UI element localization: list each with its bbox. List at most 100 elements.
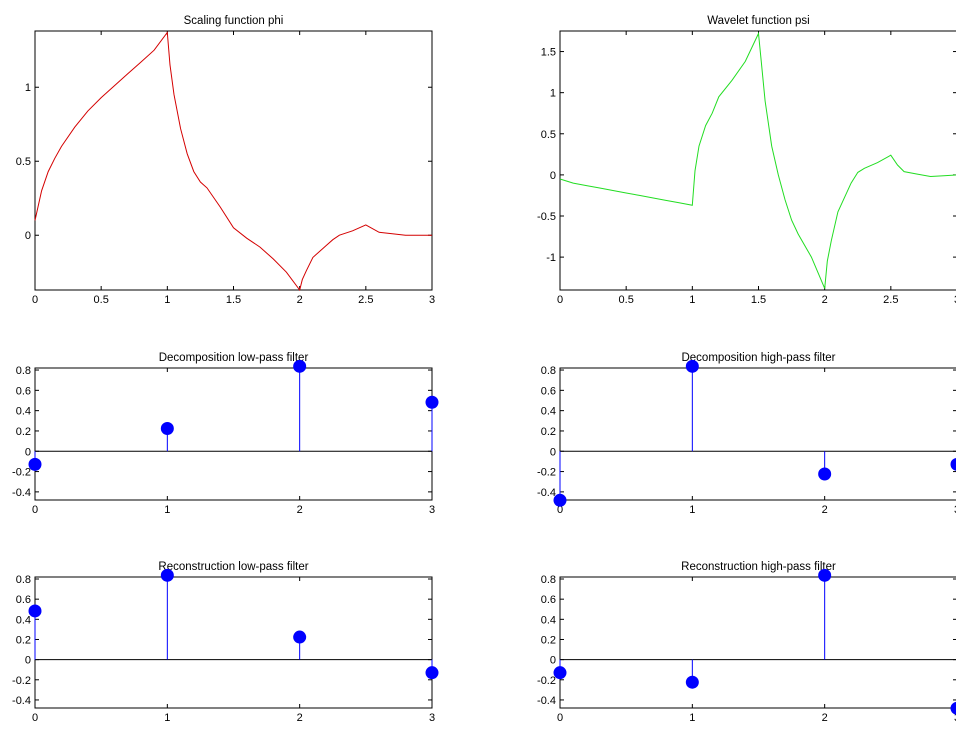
x-tick-label: 0.5 — [619, 294, 634, 306]
x-tick-label: 3 — [429, 712, 435, 724]
stem-marker — [818, 467, 832, 481]
y-tick-label: 0 — [550, 446, 556, 458]
x-tick-label: 1 — [164, 504, 170, 516]
stem-marker — [425, 395, 439, 409]
stem-marker — [293, 359, 307, 373]
x-tick-label: 3 — [954, 712, 956, 724]
subplot-title: Decomposition low-pass filter — [159, 352, 309, 364]
y-tick-label: 0.8 — [16, 574, 31, 586]
y-tick-label: 0.6 — [541, 594, 556, 606]
subplot-psi: Wavelet function psi 0 0.5 1 1.5 2 2.5 3 -1 -0.5 0… — [537, 15, 956, 306]
y-tick-label: 0 — [25, 230, 31, 242]
x-tick-label: 0 — [557, 294, 563, 306]
x-tick-label: 2 — [297, 294, 303, 306]
stem-marker — [685, 359, 699, 373]
y-tick-label: -0.4 — [12, 695, 31, 707]
y-tick-label: 0.8 — [541, 574, 556, 586]
x-tick-label: 0 — [32, 712, 38, 724]
axes-frame — [34, 576, 433, 709]
x-tick-label: 2.5 — [883, 294, 898, 306]
y-tick-label: 0.4 — [16, 614, 31, 626]
stem-marker — [818, 568, 832, 582]
x-tick-label: 0 — [32, 294, 38, 306]
y-tick-label: 0.5 — [541, 129, 556, 141]
x-tick-label: 3 — [429, 504, 435, 516]
y-tick-label: -1 — [546, 252, 556, 264]
stem-marker — [685, 675, 699, 689]
x-tick-label: 1 — [689, 712, 695, 724]
x-tick-label: 2 — [822, 294, 828, 306]
axes-frame — [34, 367, 433, 501]
y-tick-label: -0.2 — [537, 467, 556, 479]
y-tick-label: 1 — [25, 82, 31, 94]
x-tick-label: 1 — [164, 294, 170, 306]
stem-marker — [950, 457, 956, 471]
y-tick-label: 1 — [550, 88, 556, 100]
y-tick-label: 0 — [550, 655, 556, 667]
y-tick-label: 0.2 — [16, 426, 31, 438]
x-tick-label: 1 — [689, 504, 695, 516]
y-tick-label: 0.4 — [541, 614, 556, 626]
y-tick-label: -0.2 — [537, 675, 556, 687]
subplot-dec_hi: Decomposition high-pass filter 0 1 2 3 -0.4 -0… — [537, 352, 956, 516]
subplot-phi: Scaling function phi 0 0.5 1 1.5 2 2.5 3 0 0.5 1 — [16, 15, 435, 306]
x-tick-label: 2 — [822, 712, 828, 724]
x-tick-label: 1.5 — [226, 294, 241, 306]
y-tick-label: 0.8 — [16, 365, 31, 377]
x-tick-label: 1 — [689, 294, 695, 306]
x-tick-label: 1 — [164, 712, 170, 724]
axes-frame — [559, 30, 956, 291]
x-tick-label: 3 — [954, 294, 956, 306]
stem-marker — [28, 457, 42, 471]
series-line — [34, 31, 432, 292]
x-tick-label: 3 — [429, 294, 435, 306]
y-tick-label: -0.2 — [12, 675, 31, 687]
stem-marker — [293, 630, 307, 644]
x-tick-label: 0.5 — [94, 294, 109, 306]
x-tick-label: 0 — [557, 712, 563, 724]
y-tick-label: 0.5 — [16, 156, 31, 168]
y-tick-label: 0.2 — [541, 426, 556, 438]
axes-frame — [559, 576, 956, 709]
y-tick-label: -0.2 — [12, 467, 31, 479]
subplot-title: Decomposition high-pass filter — [681, 352, 835, 364]
x-tick-label: 2.5 — [358, 294, 373, 306]
stem-marker — [160, 568, 174, 582]
y-tick-label: -0.4 — [12, 487, 31, 499]
y-tick-label: 0 — [25, 655, 31, 667]
x-tick-label: 0 — [557, 504, 563, 516]
stem-marker — [425, 666, 439, 680]
y-tick-label: 0.6 — [541, 385, 556, 397]
y-tick-label: 1.5 — [541, 47, 556, 59]
y-tick-label: 0.6 — [16, 385, 31, 397]
y-tick-label: 0.4 — [16, 406, 31, 418]
series-line — [559, 31, 956, 289]
y-tick-label: 0.8 — [541, 365, 556, 377]
stem-marker — [553, 493, 567, 507]
stem-marker — [28, 604, 42, 618]
x-tick-label: 2 — [297, 504, 303, 516]
y-tick-label: -0.4 — [537, 487, 556, 499]
subplot-title: Wavelet function psi — [707, 15, 809, 27]
x-tick-label: 0 — [32, 504, 38, 516]
x-tick-label: 2 — [297, 712, 303, 724]
x-tick-label: 2 — [822, 504, 828, 516]
y-tick-label: 0 — [25, 446, 31, 458]
subplot-dec_lo: Decomposition low-pass filter 0 1 2 3 -0.4 -0.… — [12, 352, 439, 516]
y-tick-label: -0.5 — [537, 211, 556, 223]
subplot-rec_lo: Reconstruction low-pass filter 0 1 2 3 -0.4 -0… — [12, 561, 439, 724]
x-tick-label: 1.5 — [751, 294, 766, 306]
stem-marker — [160, 422, 174, 436]
y-tick-label: 0.2 — [16, 634, 31, 646]
x-tick-label: 3 — [954, 504, 956, 516]
stem-marker — [553, 666, 567, 680]
y-tick-label: 0.2 — [541, 634, 556, 646]
y-tick-label: -0.4 — [537, 695, 556, 707]
subplot-rec_hi: Reconstruction high-pass filter 0 1 2 3 -0.4 -… — [537, 561, 956, 724]
stem-marker — [950, 701, 956, 715]
subplot-title: Reconstruction high-pass filter — [681, 561, 836, 573]
y-tick-label: 0.6 — [16, 594, 31, 606]
axes-frame — [559, 367, 956, 501]
subplot-title: Reconstruction low-pass filter — [158, 561, 308, 573]
